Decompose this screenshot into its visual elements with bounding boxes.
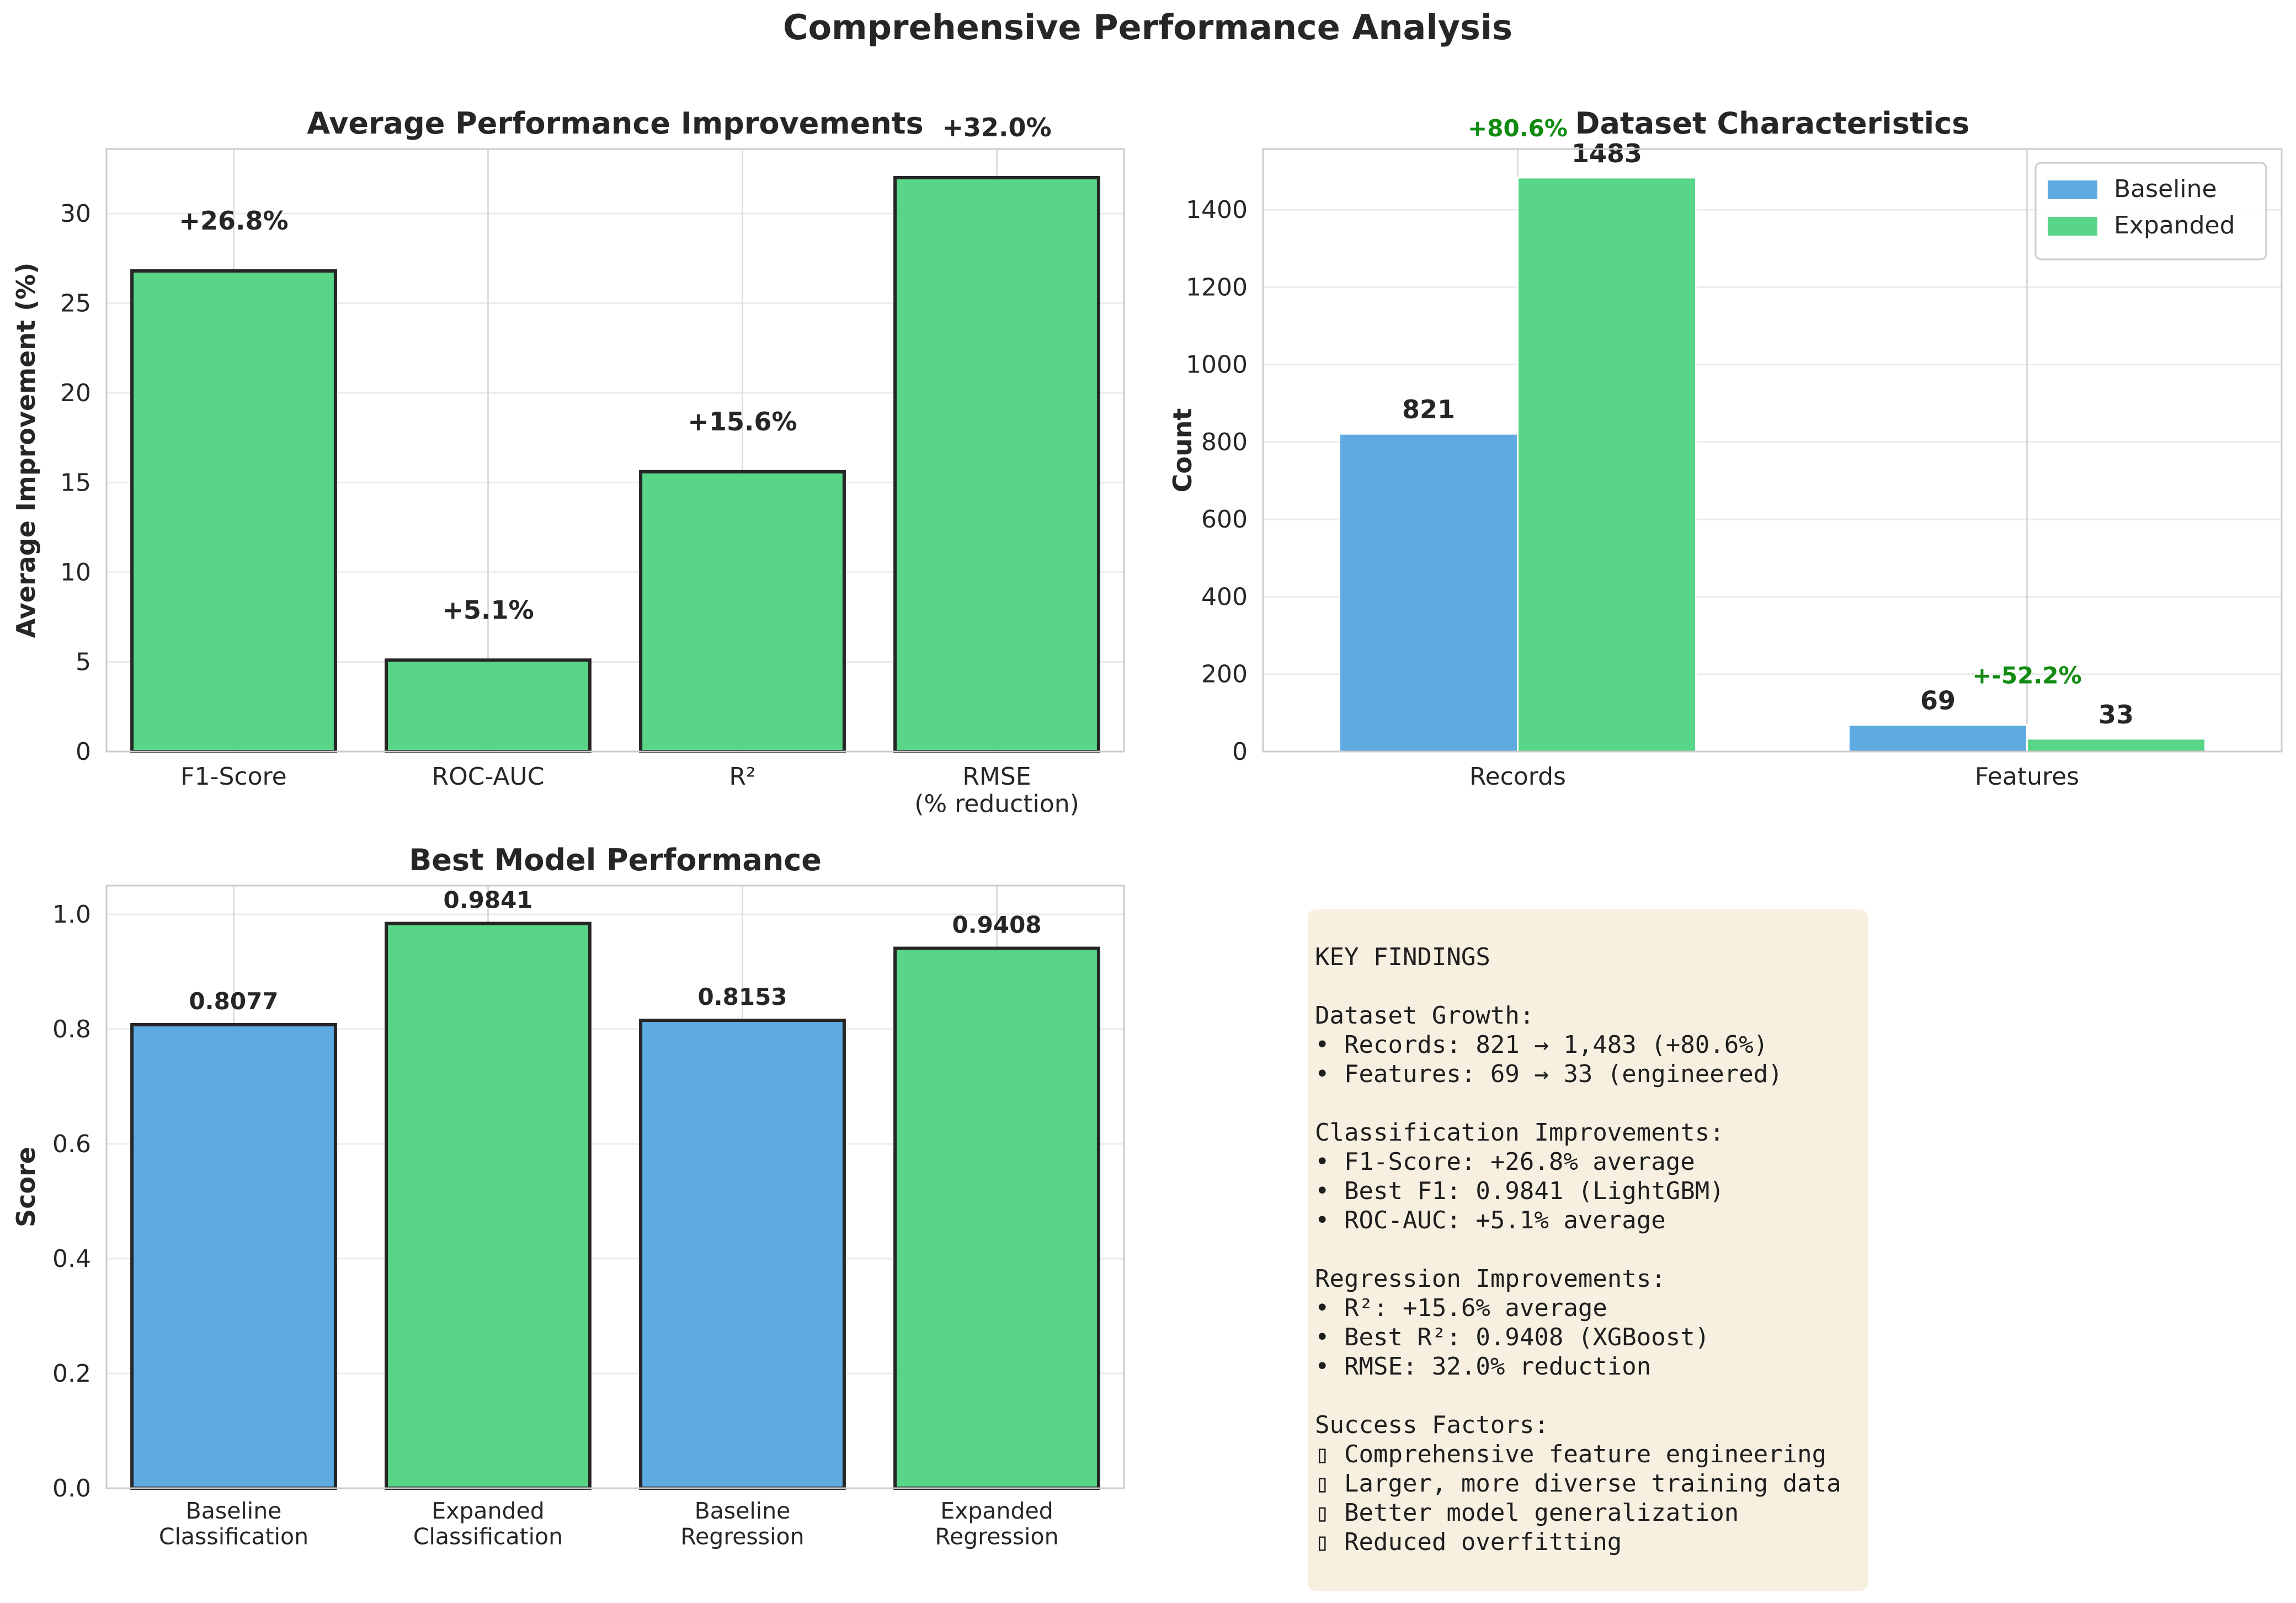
y-tick-label: 1000 <box>1186 351 1248 379</box>
chart-title: Dataset Characteristics <box>1575 106 1970 141</box>
improvements-chart: 0 5 10 15 20 25 30 +26.8% F1-Score +5.1% ROC-AUC +1… <box>11 106 1125 818</box>
findings-line: • R²: +15.6% average <box>1315 1294 1607 1322</box>
findings-line: • Features: 69 → 33 (engineered) <box>1315 1060 1783 1088</box>
findings-line: ▯ Better model generalization <box>1315 1499 1739 1527</box>
plot-frame <box>105 885 1125 1489</box>
y-tick-label: 0.8 <box>52 1015 91 1043</box>
y-axis-label: Score <box>11 1147 41 1227</box>
bar <box>893 176 1100 753</box>
data-label: +5.1% <box>442 595 534 625</box>
data-label: 1483 <box>1571 139 1642 168</box>
y-tick-label: 600 <box>1201 505 1248 534</box>
findings-line: • F1-Score: +26.8% average <box>1315 1148 1695 1176</box>
y-tick-label: 0 <box>1232 738 1248 766</box>
change-label: +80.6% <box>1468 115 1568 142</box>
legend: Baseline Expanded <box>2034 162 2267 260</box>
key-findings-text: KEY FINDINGS Dataset Growth: • Records: 82… <box>1315 942 1868 1557</box>
change-label: +-52.2% <box>1972 662 2081 689</box>
x-tick-label: F1-Score <box>180 763 286 791</box>
x-tick-label: Baseline Classification <box>159 1498 308 1549</box>
data-label: 0.9841 <box>443 887 532 914</box>
legend-label: Expanded <box>2114 211 2235 239</box>
x-tick-label: RMSE (% reduction) <box>914 763 1079 818</box>
findings-line: • ROC-AUC: +5.1% average <box>1315 1206 1666 1234</box>
y-tick-label: 0 <box>76 738 91 766</box>
data-label: 0.8153 <box>697 983 787 1010</box>
y-tick-label: 400 <box>1201 583 1248 611</box>
y-axis-label: Count <box>1168 408 1197 493</box>
bar <box>639 470 846 753</box>
plot-frame <box>105 148 1125 753</box>
y-tick-label: 25 <box>60 290 91 318</box>
findings-line: Dataset Growth: <box>1315 1002 1535 1030</box>
y-tick-label: 1200 <box>1186 273 1248 301</box>
findings-line: Classification Improvements: <box>1315 1119 1724 1147</box>
bar <box>639 1019 846 1490</box>
key-findings-box: KEY FINDINGS Dataset Growth: • Records: 82… <box>1308 909 1868 1591</box>
findings-line: KEY FINDINGS <box>1315 943 1490 971</box>
bar <box>130 269 337 753</box>
bar <box>1517 177 1697 753</box>
findings-line <box>1315 1381 1868 1410</box>
findings-line: • Best R²: 0.9408 (XGBoost) <box>1315 1323 1710 1351</box>
data-label: +32.0% <box>942 113 1051 142</box>
data-label: 0.9408 <box>952 912 1041 939</box>
findings-line: Success Factors: <box>1315 1411 1549 1439</box>
bar <box>1338 433 1519 753</box>
findings-line: Regression Improvements: <box>1315 1265 1666 1293</box>
bar <box>1847 724 2028 753</box>
bar <box>130 1022 337 1490</box>
findings-line <box>1315 972 1868 1001</box>
x-tick-label: ROC-AUC <box>432 763 545 791</box>
data-label: 69 <box>1920 686 1956 716</box>
bar <box>2026 738 2207 753</box>
y-tick-label: 0.0 <box>52 1474 91 1503</box>
x-tick-label: R² <box>729 763 755 791</box>
y-tick-label: 20 <box>60 379 91 407</box>
findings-line: ▯ Larger, more diverse training data <box>1315 1469 1841 1498</box>
y-tick-label: 30 <box>60 200 91 228</box>
y-axis-label: Average Improvement (%) <box>11 263 41 638</box>
findings-line: • Records: 821 → 1,483 (+80.6%) <box>1315 1031 1768 1059</box>
y-tick-label: 1400 <box>1186 196 1248 224</box>
findings-line <box>1315 1235 1868 1264</box>
data-label: 821 <box>1402 395 1455 424</box>
bar <box>385 658 592 753</box>
y-tick-label: 5 <box>76 648 91 677</box>
findings-line: ▯ Comprehensive feature engineering <box>1315 1440 1827 1468</box>
data-label: 0.8077 <box>189 988 278 1015</box>
x-tick-label: Features <box>1975 763 2079 791</box>
data-label: +26.8% <box>179 206 288 236</box>
y-tick-label: 200 <box>1201 661 1248 689</box>
findings-line: ▯ Reduced overfitting <box>1315 1528 1622 1556</box>
legend-label: Baseline <box>2114 175 2217 203</box>
data-label: +15.6% <box>688 407 797 436</box>
legend-swatch <box>2048 217 2097 236</box>
legend-swatch <box>2048 180 2097 199</box>
data-label: 33 <box>2098 700 2134 729</box>
bar <box>385 922 592 1490</box>
model-performance-chart: 0.0 0.2 0.4 0.6 0.8 1.0 0.8077 Baseline Classifi… <box>11 843 1125 1549</box>
figure-title: Comprehensive Performance Analysis <box>783 7 1512 47</box>
y-tick-label: 800 <box>1201 428 1248 456</box>
y-tick-label: 0.2 <box>52 1360 91 1388</box>
x-tick-label: Expanded Classification <box>413 1498 563 1549</box>
x-tick-label: Records <box>1469 763 1566 791</box>
plot-frame <box>1262 148 2283 753</box>
findings-line: • Best F1: 0.9841 (LightGBM) <box>1315 1177 1724 1205</box>
chart-title: Best Model Performance <box>409 843 822 877</box>
y-tick-label: 1.0 <box>52 901 91 929</box>
chart-title: Average Performance Improvements <box>307 106 923 141</box>
x-tick-label: Baseline Regression <box>680 1498 804 1549</box>
findings-line <box>1315 1089 1868 1118</box>
findings-line: • RMSE: 32.0% reduction <box>1315 1352 1652 1381</box>
y-tick-label: 0.6 <box>52 1130 91 1158</box>
y-tick-label: 15 <box>60 469 91 497</box>
bar <box>893 946 1100 1490</box>
y-tick-label: 10 <box>60 558 91 587</box>
dataset-chart: 0 200 400 600 800 1000 1200 1400 821 69 1483 33 Reco… <box>1168 106 2283 791</box>
y-tick-label: 0.4 <box>52 1245 91 1273</box>
x-tick-label: Expanded Regression <box>935 1498 1058 1549</box>
